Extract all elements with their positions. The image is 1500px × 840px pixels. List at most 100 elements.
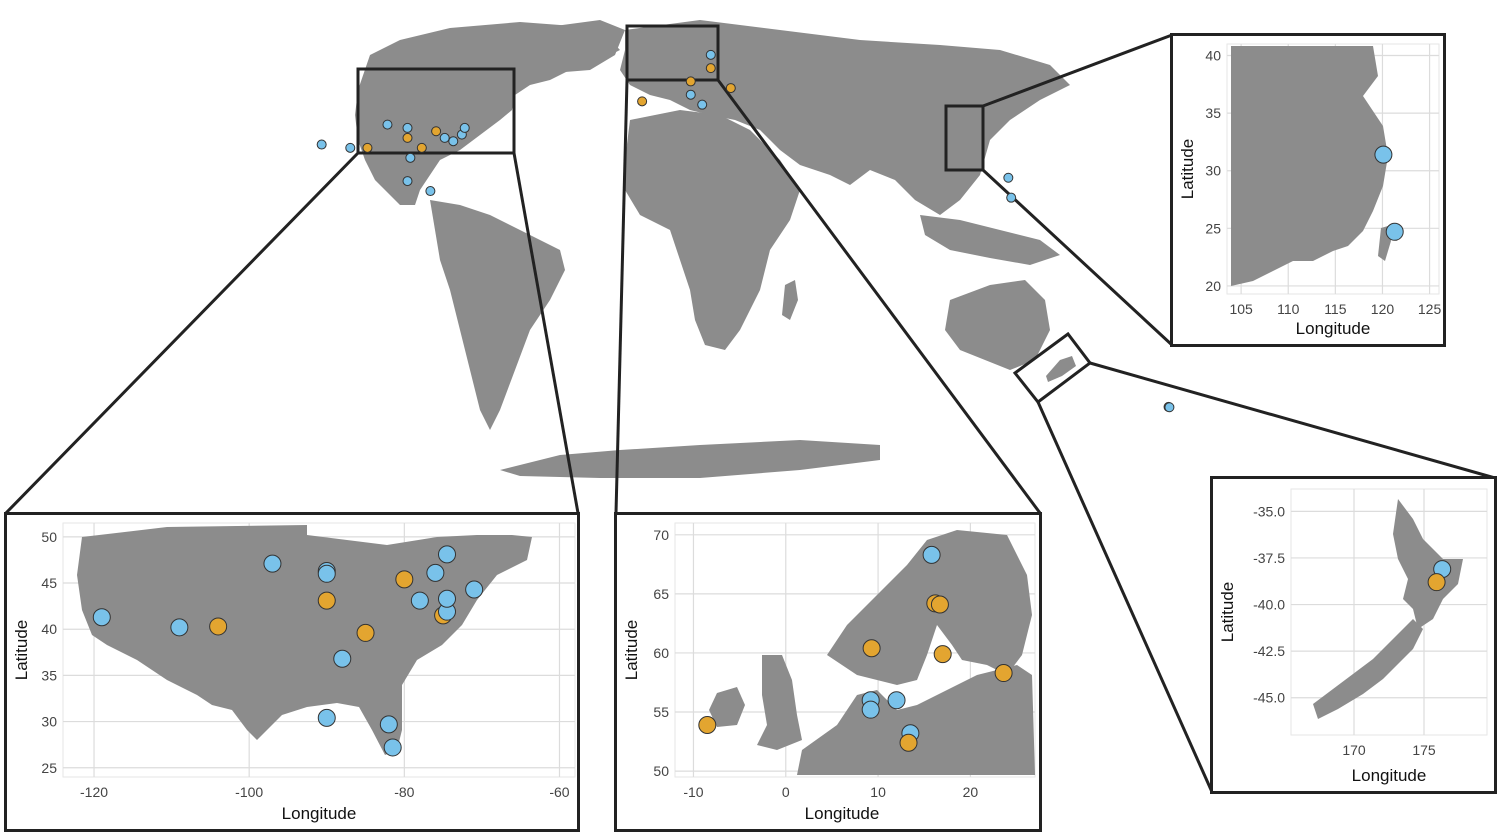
- usa-site-point-blue: [379, 715, 398, 734]
- usa-site-point-blue: [170, 618, 189, 637]
- world-site-point-orange: [637, 96, 648, 107]
- world-site-point-orange: [685, 76, 696, 87]
- china-inset-panel: 105 110 115 120 125 20 25 30 35 40 Longitude Lati…: [1170, 33, 1446, 347]
- europe-inset-map: -10 0 10 20 50 55 60 65 70 Longitude Latitude: [622, 522, 1036, 823]
- world-points: [316, 49, 1175, 413]
- world-site-point-orange: [416, 142, 427, 153]
- usa-site-point-blue: [263, 554, 282, 573]
- china-y-tick-label: 35: [1205, 105, 1221, 121]
- usa-site-point-blue: [333, 649, 352, 668]
- world-site-point-blue: [705, 49, 716, 60]
- usa-x-tick-label: -60: [549, 784, 569, 800]
- usa-site-point-orange: [395, 570, 414, 589]
- usa-inset-panel: -120 -100 -80 -60 25 30 35 40 45 50 Longitude Lat…: [4, 512, 580, 832]
- europe-site-point-orange: [899, 733, 918, 752]
- nz-y-tick-label: -40.0: [1253, 597, 1285, 613]
- europe-y-tick-label: 60: [653, 645, 669, 661]
- europe-site-point-orange: [933, 645, 952, 664]
- nz-connector-bottom: [1036, 401, 1214, 793]
- china-site-point-blue: [1374, 145, 1393, 164]
- china-x-tick-label: 120: [1371, 301, 1395, 317]
- world-site-point-blue: [405, 152, 416, 163]
- world-site-point-blue: [382, 119, 393, 130]
- nz-y-axis-title: Latitude: [1218, 582, 1237, 643]
- world-site-point-blue: [402, 176, 413, 187]
- world-site-point-orange: [705, 63, 716, 74]
- europe-site-point-orange: [994, 664, 1013, 683]
- usa-site-point-blue: [383, 738, 402, 757]
- usa-x-tick-label: -120: [80, 784, 108, 800]
- ireland-land: [709, 687, 745, 727]
- usa-site-point-orange: [356, 623, 375, 642]
- nz-site-point-orange: [1427, 573, 1446, 592]
- nz-inset-map: 170 175 -35.0 -37.5 -40.0 -42.5 -45.0 Longitud…: [1218, 488, 1488, 785]
- new-zealand-land: [1046, 356, 1076, 382]
- britain-land: [757, 655, 802, 750]
- usa-site-point-blue: [426, 563, 445, 582]
- china-x-tick-label: 125: [1418, 301, 1442, 317]
- world-site-point-blue: [685, 89, 696, 100]
- world-site-point-orange: [431, 126, 442, 137]
- usa-y-tick-label: 40: [41, 621, 57, 637]
- europe-x-axis-title: Longitude: [805, 804, 880, 823]
- europe-inset-panel: -10 0 10 20 50 55 60 65 70 Longitude Latitude: [614, 512, 1042, 832]
- usa-inset-map: -120 -100 -80 -60 25 30 35 40 45 50 Longitude Lat…: [12, 522, 576, 823]
- usa-x-axis-title: Longitude: [282, 804, 357, 823]
- china-x-tick-label: 105: [1229, 301, 1253, 317]
- europe-site-point-blue: [922, 545, 941, 564]
- usa-y-tick-label: 50: [41, 529, 57, 545]
- usa-y-tick-label: 25: [41, 760, 57, 776]
- europe-site-point-orange: [698, 716, 717, 735]
- world-site-point-blue: [448, 136, 459, 147]
- usa-zoom-box: [356, 67, 516, 155]
- europe-x-tick-label: 10: [870, 784, 886, 800]
- china-x-axis-title: Longitude: [1296, 319, 1371, 338]
- europe-y-tick-label: 55: [653, 704, 669, 720]
- usa-site-point-blue: [317, 564, 336, 583]
- usa-y-tick-label: 30: [41, 714, 57, 730]
- china-land: [1231, 46, 1388, 286]
- china-y-tick-label: 25: [1205, 220, 1221, 236]
- southeast-asia-islands-land: [920, 215, 1060, 265]
- usa-site-point-orange: [209, 617, 228, 636]
- usa-site-point-blue: [438, 545, 456, 564]
- usa-site-point-blue: [465, 580, 484, 599]
- china-y-axis-title: Latitude: [1178, 139, 1197, 200]
- world-site-point-orange: [725, 83, 736, 94]
- africa-land: [625, 110, 800, 350]
- europe-zoom-box: [625, 24, 720, 82]
- world-site-point-orange: [402, 132, 413, 143]
- world-site-point-blue: [402, 122, 413, 133]
- usa-site-point-blue: [410, 591, 429, 610]
- nz-south-island-land: [1313, 619, 1423, 719]
- world-site-point-blue: [316, 139, 327, 150]
- south-america-land: [430, 200, 565, 430]
- nz-y-tick-label: -35.0: [1253, 503, 1285, 519]
- antarctica-land: [500, 440, 880, 478]
- nz-x-tick-label: 175: [1412, 742, 1436, 758]
- europe-connector-right: [716, 79, 1042, 514]
- world-site-point-blue: [1003, 172, 1014, 183]
- usa-y-axis-title: Latitude: [12, 620, 31, 681]
- usa-y-tick-label: 35: [41, 667, 57, 683]
- china-zoom-box: [944, 104, 985, 172]
- nz-inset-panel: 170 175 -35.0 -37.5 -40.0 -42.5 -45.0 Longitud…: [1210, 476, 1497, 794]
- usa-connector-right: [512, 152, 580, 514]
- usa-land: [77, 525, 532, 755]
- china-site-point-blue: [1385, 222, 1404, 241]
- china-y-tick-label: 20: [1205, 278, 1221, 294]
- china-y-tick-label: 30: [1205, 163, 1221, 179]
- china-connector-top: [982, 33, 1173, 108]
- europe-site-point-orange: [862, 639, 881, 658]
- europe-site-point-blue: [861, 700, 880, 719]
- world-site-point-blue: [425, 186, 436, 197]
- world-site-point-blue: [1164, 402, 1175, 413]
- australia-land: [945, 280, 1050, 370]
- world-site-point-blue: [697, 99, 708, 110]
- world-site-point-blue: [439, 132, 450, 143]
- nz-y-tick-label: -42.5: [1253, 643, 1285, 659]
- china-x-tick-label: 115: [1324, 301, 1347, 317]
- usa-x-tick-label: -80: [394, 784, 414, 800]
